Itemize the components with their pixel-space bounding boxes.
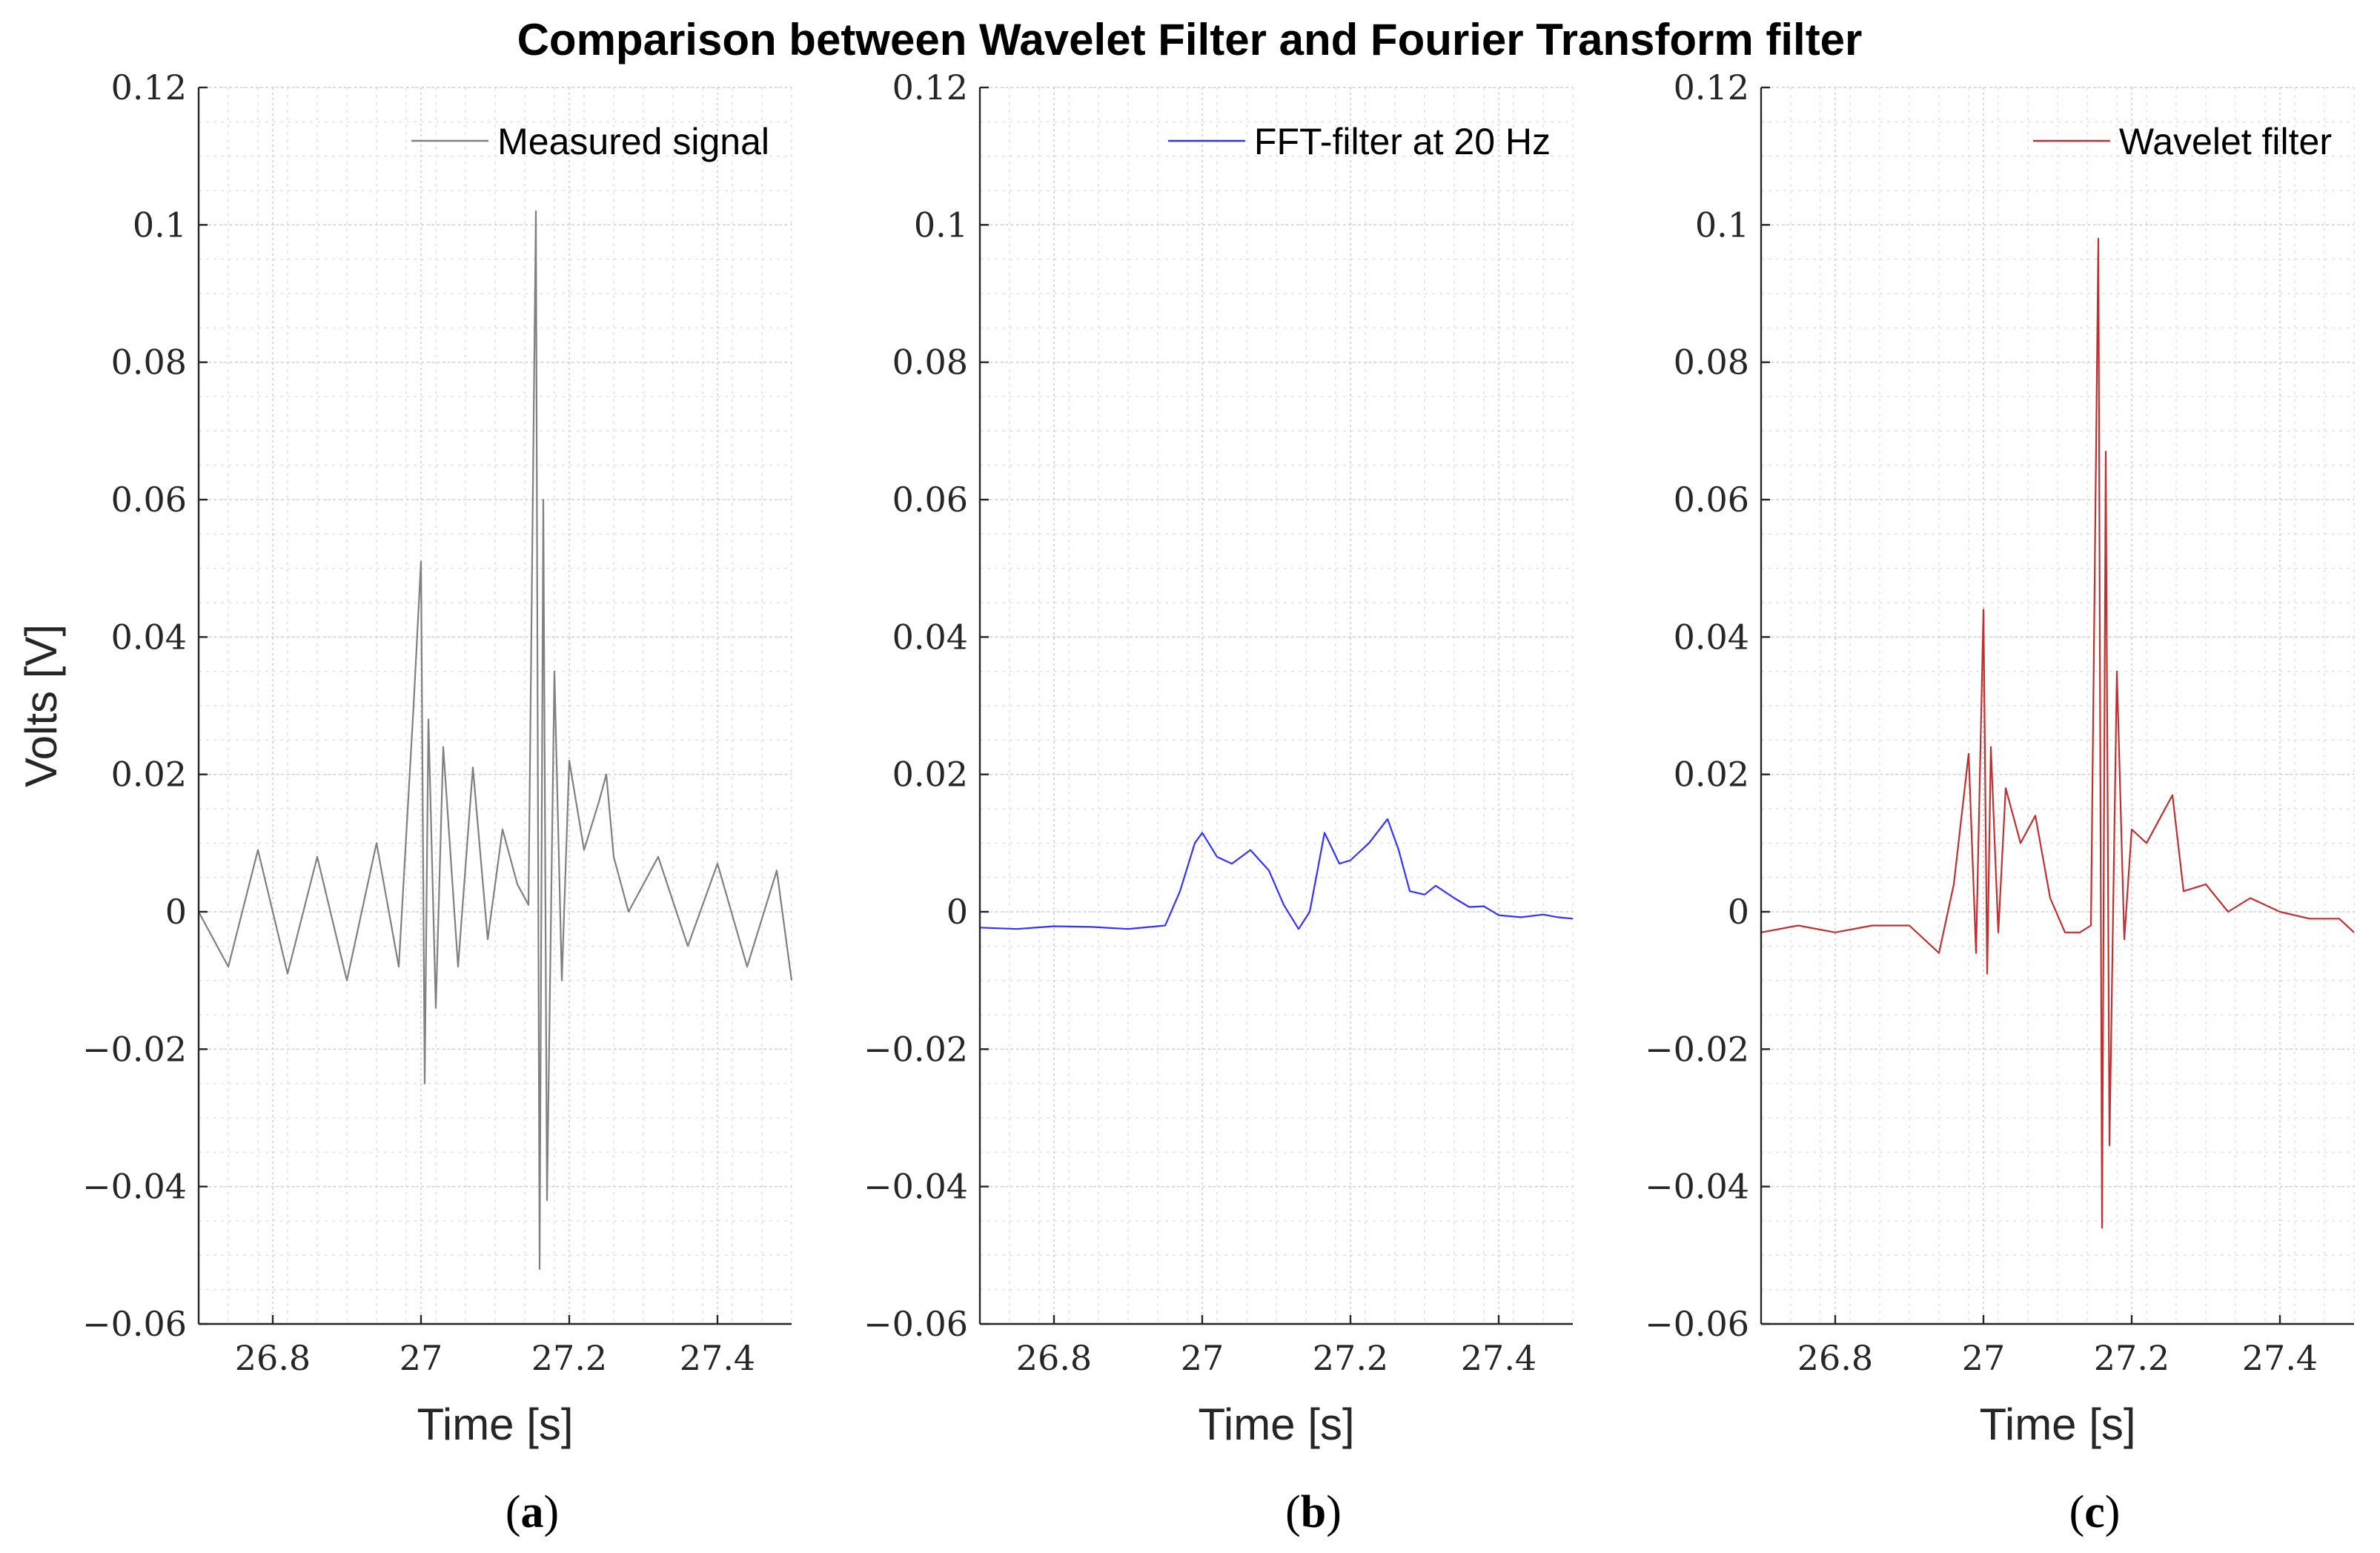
y-tick-label: 0.1 [1695, 205, 1749, 245]
legend: Wavelet filter [2032, 121, 2332, 162]
panel-caption: (b) [1285, 1487, 1342, 1537]
x-tick-label: 27.2 [531, 1338, 607, 1378]
legend-label: FFT-filter at 20 Hz [1254, 121, 1551, 162]
series-line-measured-signal [198, 210, 793, 1271]
y-tick-label: 0.02 [892, 755, 968, 795]
x-tick-label: 26.8 [1016, 1338, 1092, 1378]
y-tick-label: 0.04 [1674, 617, 1749, 657]
y-tick-label: −0.02 [864, 1029, 968, 1069]
x-axis-label: Time [s] [1198, 1400, 1354, 1449]
y-tick-label: −0.06 [1645, 1304, 1749, 1344]
panel-caption: (c) [2069, 1487, 2121, 1537]
y-tick-label: 0.08 [1674, 342, 1749, 383]
legend: Measured signal [411, 121, 769, 162]
x-tick-label: 27 [1962, 1338, 2006, 1378]
y-tick-label: −0.04 [82, 1167, 187, 1207]
x-tick-label: 26.8 [235, 1338, 311, 1378]
x-tick-label: 27.2 [2094, 1338, 2169, 1378]
y-tick-label: 0.12 [111, 67, 187, 107]
y-tick-label: −0.04 [864, 1167, 968, 1207]
x-tick-label: 27.4 [1461, 1338, 1537, 1378]
y-tick-label: −0.02 [1645, 1029, 1749, 1069]
x-tick-label: 27 [1181, 1338, 1224, 1378]
y-tick-label: −0.06 [82, 1304, 187, 1344]
grid-lines [979, 87, 1574, 1325]
y-tick-label: 0.06 [1674, 480, 1749, 520]
x-axis-label: Time [s] [1979, 1400, 2135, 1449]
y-tick-label: 0.04 [111, 617, 187, 657]
legend: FFT-filter at 20 Hz [1167, 121, 1551, 162]
x-tick-label: 27.4 [680, 1338, 755, 1378]
panel-c: −0.06 −0.04 −0.02 0 0.02 0.04 0.06 0.08 0.1 0.12 2… [1645, 67, 2355, 1537]
y-tick-label: 0.12 [892, 67, 968, 107]
y-tick-label: 0.12 [1674, 67, 1749, 107]
y-tick-label: 0.02 [111, 755, 187, 795]
figure-title: Comparison between Wavelet Filter and Fo… [517, 15, 1863, 64]
x-tick-label: 27 [400, 1338, 443, 1378]
legend-label: Measured signal [497, 121, 769, 162]
x-tick-label: 26.8 [1797, 1338, 1873, 1378]
x-tick-label: 27.4 [2242, 1338, 2318, 1378]
panel-caption: (a) [505, 1487, 559, 1537]
y-tick-label: 0.06 [111, 480, 187, 520]
series-line-fft-filter-at-20-hz [979, 818, 1574, 930]
y-tick-label: 0.02 [1674, 755, 1749, 795]
y-tick-label: 0.04 [892, 617, 968, 657]
y-tick-label: 0 [947, 892, 968, 932]
panels-container: −0.06 −0.04 −0.02 0 0.02 0.04 0.06 0.08 0.1 0.12 2… [16, 67, 2355, 1537]
panel-a: −0.06 −0.04 −0.02 0 0.02 0.04 0.06 0.08 0.1 0.12 2… [16, 67, 793, 1537]
panel-b: −0.06 −0.04 −0.02 0 0.02 0.04 0.06 0.08 0.1 0.12 2… [864, 67, 1574, 1537]
y-tick-label: 0.06 [892, 480, 968, 520]
y-axis-label: Volts [V] [16, 624, 66, 787]
series-line-wavelet-filter [1760, 237, 2355, 1229]
y-tick-label: −0.02 [82, 1029, 187, 1069]
y-tick-label: 0 [1728, 892, 1749, 932]
y-tick-label: 0.1 [133, 205, 187, 245]
y-tick-label: −0.04 [1645, 1167, 1749, 1207]
y-tick-label: 0.1 [914, 205, 968, 245]
x-tick-label: 27.2 [1313, 1338, 1388, 1378]
y-tick-label: 0 [165, 892, 187, 932]
x-axis-label: Time [s] [417, 1400, 573, 1449]
y-tick-label: 0.08 [892, 342, 968, 383]
y-tick-label: 0.08 [111, 342, 187, 383]
legend-label: Wavelet filter [2119, 121, 2332, 162]
y-tick-label: −0.06 [864, 1304, 968, 1344]
